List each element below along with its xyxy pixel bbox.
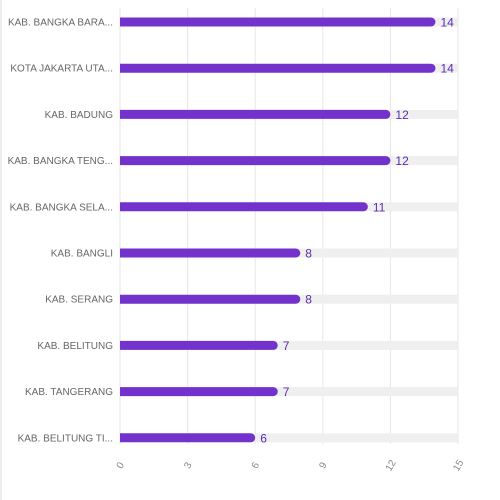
x-tick-label: 3	[182, 460, 195, 471]
value-label: 12	[395, 154, 409, 168]
tick-layer: 0 3 6 9 12 15	[115, 458, 467, 474]
bar-layer	[120, 17, 458, 443]
x-tick-label: 6	[250, 460, 263, 471]
x-tick-label: 0	[115, 460, 128, 471]
category-label: KAB. BELITUNG	[37, 341, 113, 352]
x-tick-label: 9	[317, 460, 330, 471]
value-label: 7	[283, 385, 290, 399]
bar[interactable]	[120, 202, 368, 212]
category-label: KAB. BANGKA SELA...	[10, 202, 113, 213]
category-label: KAB. BANGKA BARA...	[8, 18, 113, 29]
value-label: 12	[395, 108, 409, 122]
x-tick-label: 12	[384, 458, 399, 474]
bar[interactable]	[120, 294, 301, 304]
bar-track	[120, 340, 458, 350]
value-label: 8	[305, 293, 312, 307]
bar[interactable]	[120, 340, 278, 350]
category-label: KAB. SERANG	[45, 295, 113, 306]
value-label: 8	[305, 247, 312, 261]
value-label: 6	[260, 431, 267, 445]
category-label: KAB. BADUNG	[45, 110, 114, 121]
bar[interactable]	[120, 17, 436, 27]
bar[interactable]	[120, 248, 301, 258]
category-label: KAB. BELITUNG TI...	[18, 433, 113, 444]
category-label: KAB. BANGLI	[51, 249, 113, 260]
category-label: KOTA JAKARTA UTA...	[10, 64, 113, 75]
grid-layer	[119, 8, 459, 444]
value-label: 14	[440, 16, 454, 30]
left-border	[0, 0, 2, 500]
x-tick-label: 15	[451, 458, 466, 474]
category-label: KAB. BANGKA TENG...	[8, 156, 113, 167]
bar-track	[120, 433, 458, 443]
value-label: 11	[373, 200, 386, 214]
value-label: 14	[440, 62, 454, 76]
bar[interactable]	[120, 387, 278, 397]
value-label: 7	[283, 339, 290, 353]
bar-track	[120, 387, 458, 397]
bar[interactable]	[120, 156, 391, 166]
category-label: KAB. TANGERANG	[25, 387, 113, 398]
label-layer: KAB. BANGKA BARA... 14 KOTA JAKARTA UTA...…	[8, 16, 455, 446]
bar[interactable]	[120, 63, 436, 73]
bar[interactable]	[120, 433, 256, 443]
bar[interactable]	[120, 109, 391, 119]
